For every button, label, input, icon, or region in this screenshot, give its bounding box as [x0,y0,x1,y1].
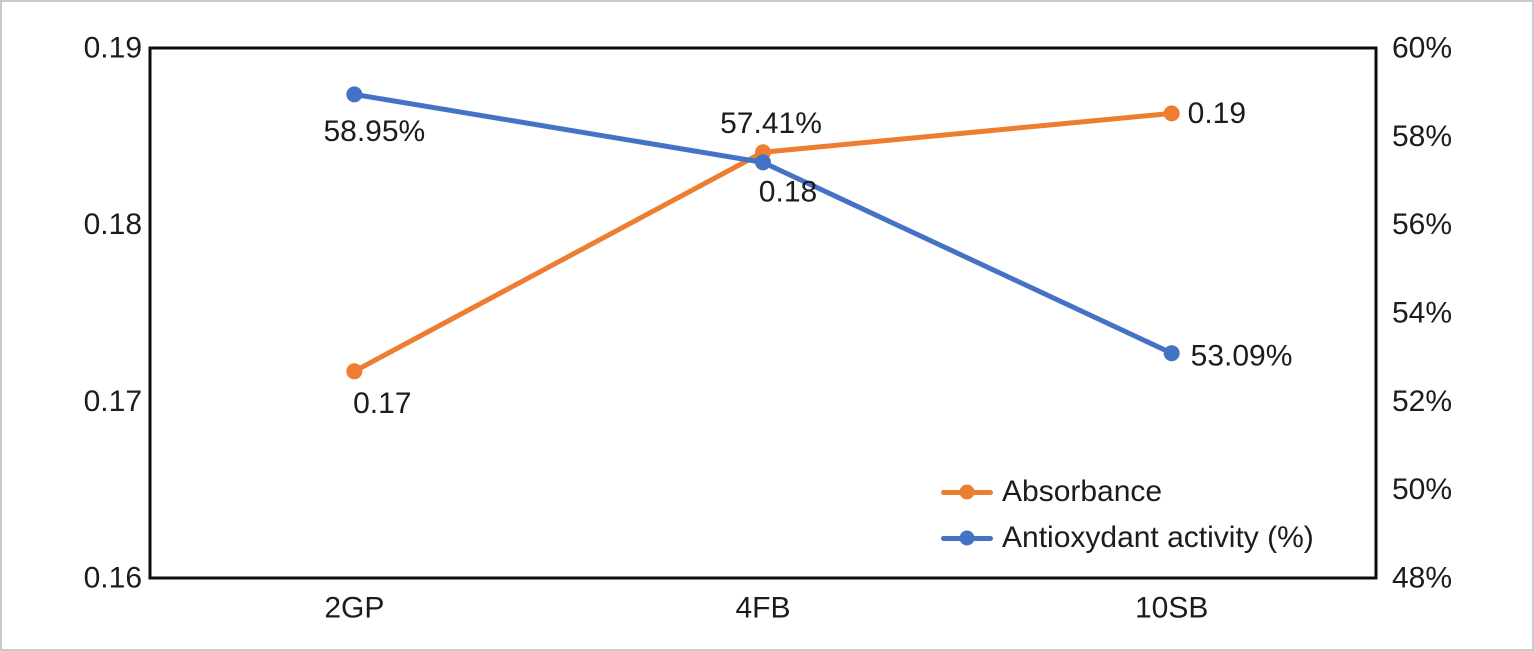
data-point-label-absorbance: 0.17 [353,387,411,420]
legend-line-marker-antioxydant-activity [941,530,993,546]
legend-item-absorbance: Absorbance [941,469,1314,515]
data-point-marker-antioxydant-activity [1163,345,1180,362]
x-axis-category-label: 2GP [324,592,384,625]
data-point-label-absorbance: 0.18 [759,176,817,209]
legend-line-marker-absorbance [941,484,993,500]
right-axis-tick-label: 50% [1392,473,1452,506]
right-axis-tick-label: 48% [1392,562,1452,595]
chart-legend: Absorbance Antioxydant activity (%) [941,469,1314,561]
data-point-marker-absorbance [1163,105,1180,122]
x-axis-category-label: 10SB [1135,592,1208,625]
data-point-label-antioxydant-activity: 53.09% [1191,340,1293,373]
data-point-marker-antioxydant-activity [755,154,771,171]
left-axis-tick-label: 0.16 [84,562,142,595]
data-point-marker-antioxydant-activity [346,86,363,103]
data-point-label-antioxydant-activity: 57.41% [720,107,822,140]
left-axis-tick-label: 0.17 [84,385,142,418]
right-axis-tick-label: 60% [1392,32,1452,65]
legend-marker-dot [959,484,975,500]
data-point-label-absorbance: 0.19 [1188,97,1246,130]
left-axis-tick-label: 0.19 [84,32,142,65]
x-axis-category-label: 4FB [735,592,790,625]
left-axis-tick-label: 0.18 [84,208,142,241]
data-point-label-antioxydant-activity: 58.95% [323,115,425,148]
data-point-marker-absorbance [346,363,363,380]
legend-marker-dot [959,530,975,546]
right-axis-tick-label: 58% [1392,120,1452,153]
legend-label-absorbance: Absorbance [1002,475,1163,508]
right-axis-tick-label: 56% [1392,208,1452,241]
right-axis-tick-label: 52% [1392,385,1452,418]
legend-label-antioxydant-activity: Antioxydant activity (%) [1002,521,1314,554]
right-axis-tick-label: 54% [1392,297,1452,330]
legend-item-antioxydant-activity: Antioxydant activity (%) [941,515,1314,561]
plot-area-border [148,46,1378,580]
